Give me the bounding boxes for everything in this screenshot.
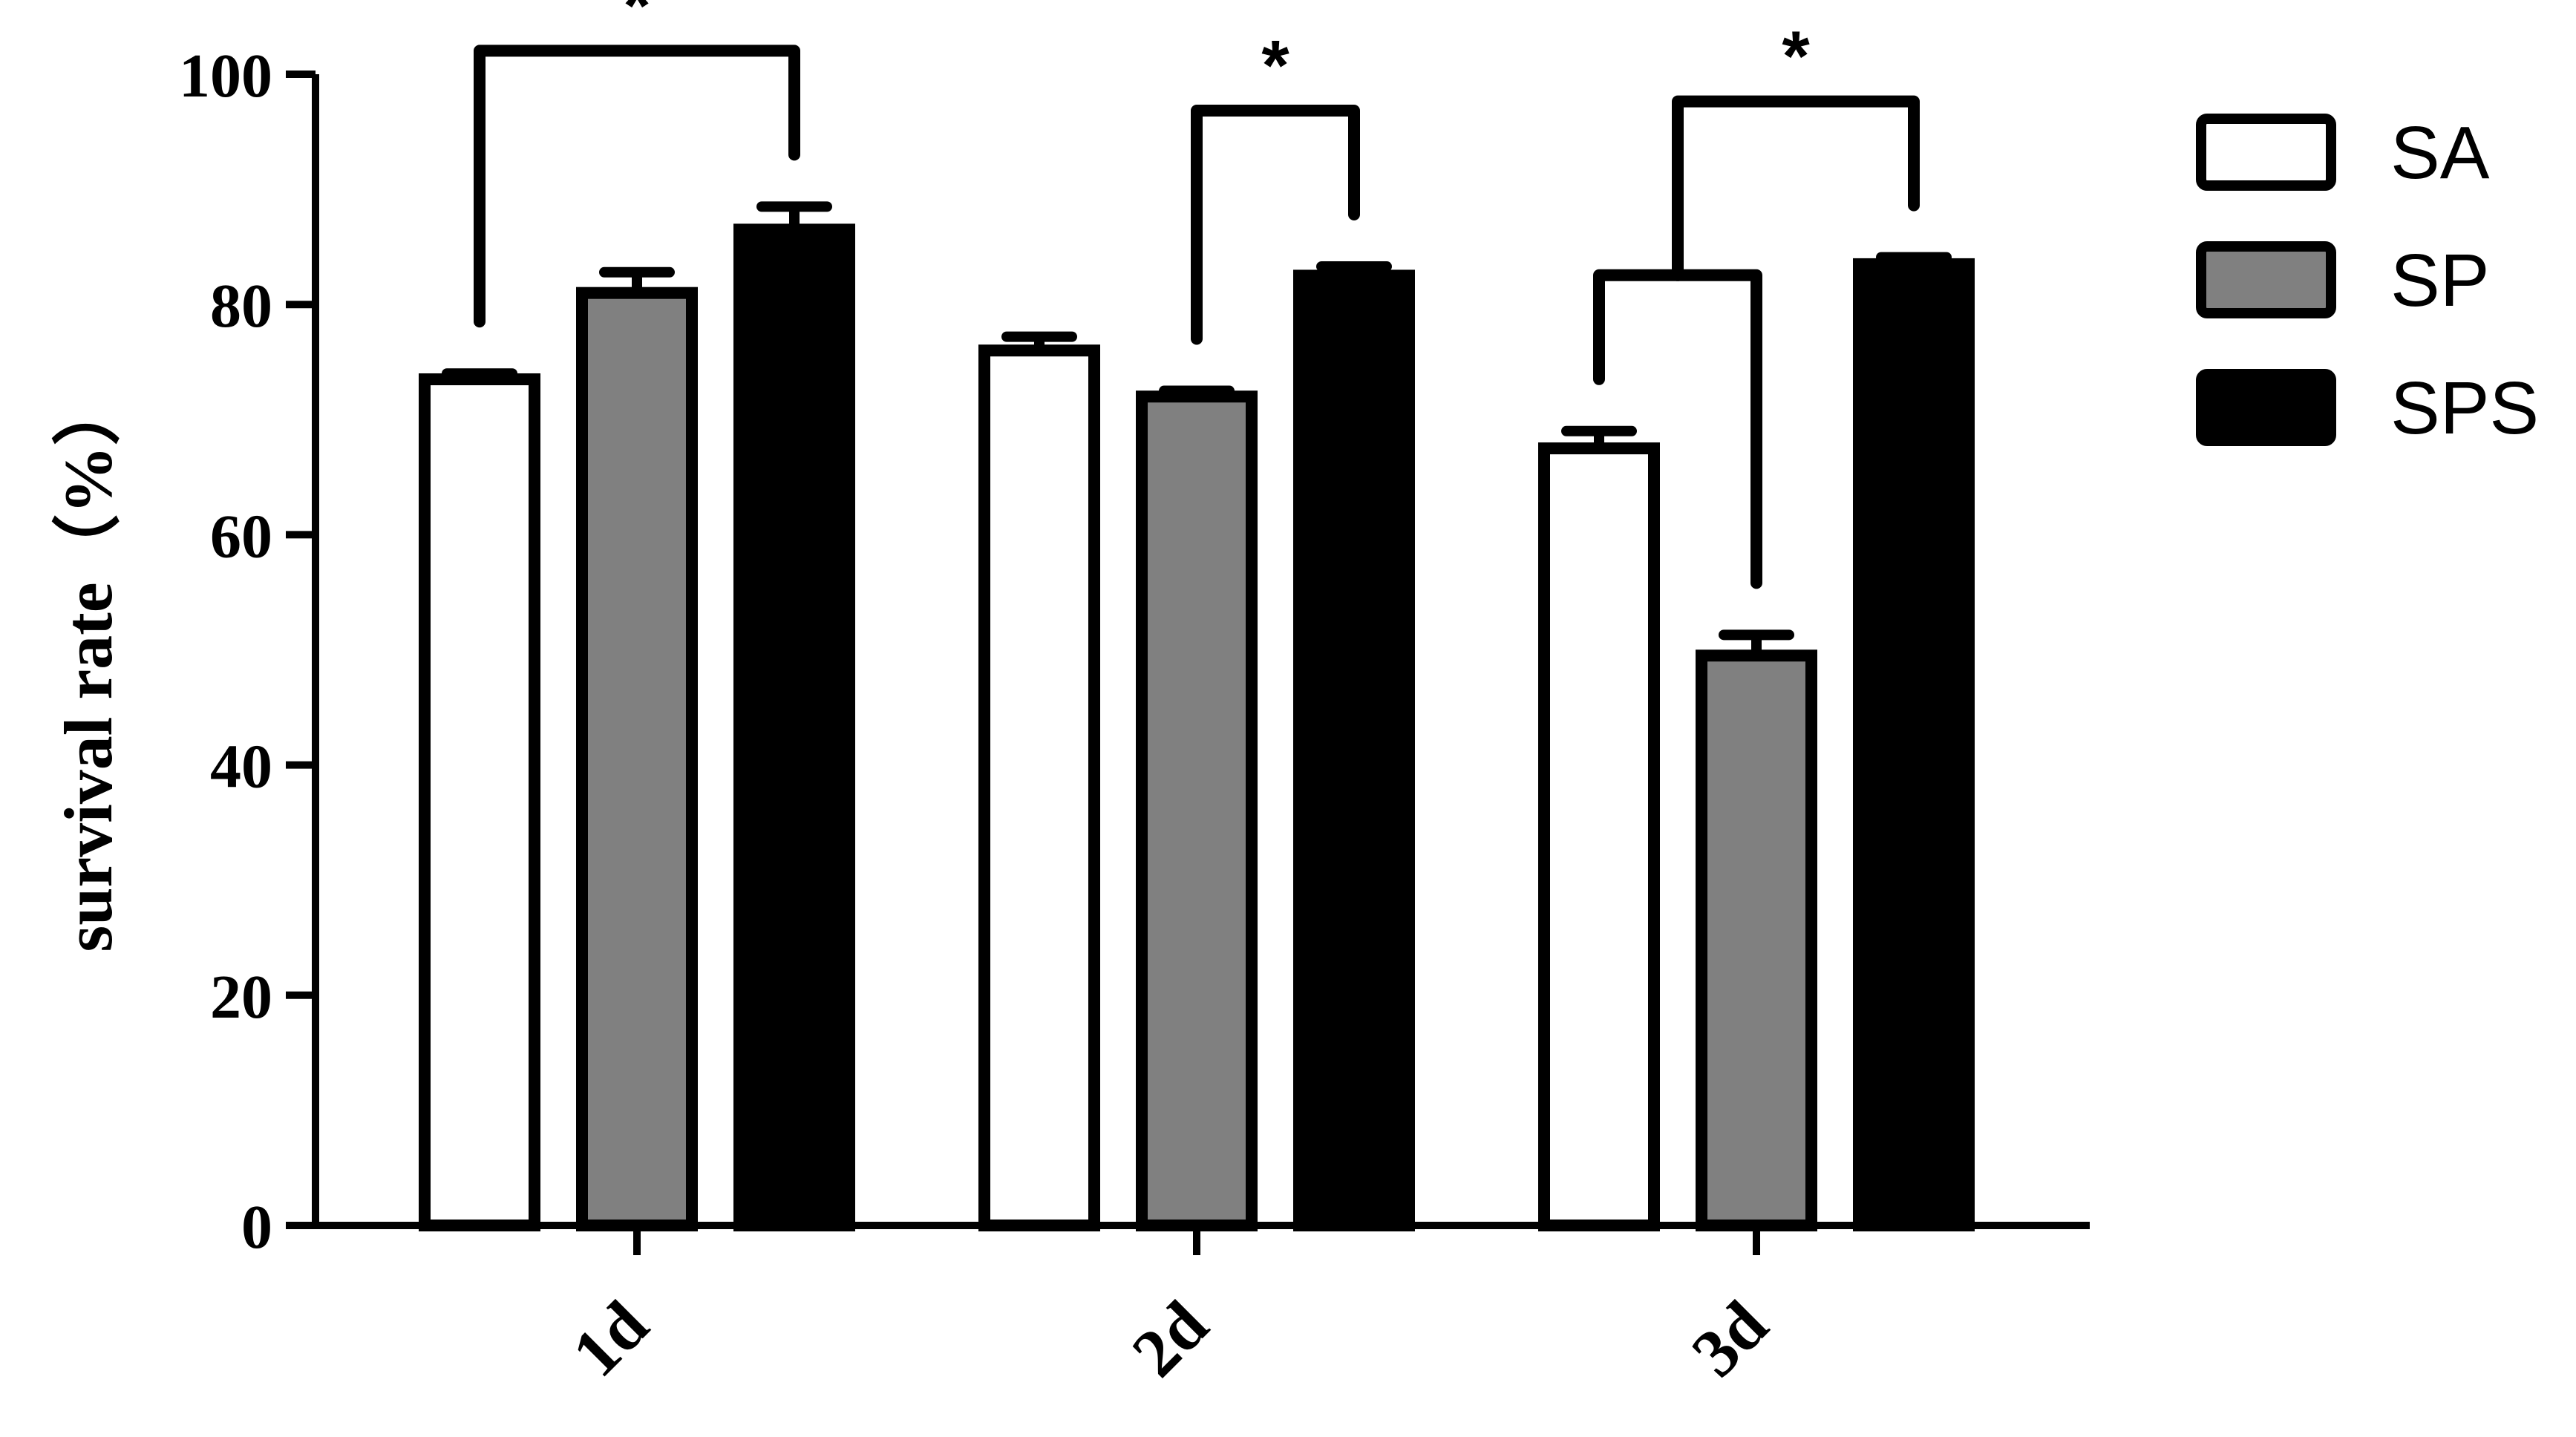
bar-SP-2d bbox=[1136, 390, 1258, 1231]
legend-label-SP: SP bbox=[2390, 239, 2489, 322]
x-tick-label-3d: 3d bbox=[1677, 1286, 1782, 1391]
bar-SA-3d bbox=[1538, 442, 1660, 1232]
y-tick-label-100: 100 bbox=[179, 42, 272, 111]
x-tick-label-2d: 2d bbox=[1117, 1286, 1222, 1391]
significance-layer: * * * bbox=[474, 0, 1920, 589]
y-tick-label-0: 0 bbox=[241, 1193, 272, 1262]
significance-bracket-2d-1-label: * bbox=[1261, 26, 1289, 105]
bar-SP-1d bbox=[576, 287, 698, 1232]
y-axis-label: survival rate（%） bbox=[50, 377, 126, 952]
significance-bracket-2d-1 bbox=[1191, 105, 1360, 345]
bar-SPS-1d bbox=[733, 223, 855, 1231]
legend-swatch-SPS bbox=[2196, 369, 2336, 446]
bar-SA-1d bbox=[419, 373, 540, 1231]
y-tick-label-60: 60 bbox=[210, 502, 272, 571]
legend: SA SP SPS bbox=[2196, 111, 2539, 450]
bar-SPS-3d bbox=[1853, 258, 1975, 1231]
legend-label-SA: SA bbox=[2390, 111, 2490, 194]
bar-SP-3d bbox=[1696, 649, 1817, 1231]
y-tick-label-80: 80 bbox=[210, 272, 272, 341]
significance-bracket-3d-3-label: * bbox=[1782, 17, 1810, 96]
significance-bracket-3d-3 bbox=[1672, 95, 1920, 281]
y-tick-label-20: 20 bbox=[210, 963, 272, 1032]
legend-swatch-SP bbox=[2196, 241, 2336, 318]
legend-swatch-SA bbox=[2196, 114, 2336, 191]
bars-layer bbox=[419, 201, 1975, 1232]
significance-bracket-1d-0 bbox=[474, 45, 800, 328]
significance-bracket-1d-0-label: * bbox=[623, 0, 651, 45]
y-tick-label-40: 40 bbox=[210, 733, 272, 802]
x-tick-label-1d: 1d bbox=[558, 1286, 662, 1391]
legend-label-SPS: SPS bbox=[2390, 367, 2539, 450]
bar-SPS-2d bbox=[1293, 269, 1415, 1231]
bar-SA-2d bbox=[978, 344, 1100, 1231]
